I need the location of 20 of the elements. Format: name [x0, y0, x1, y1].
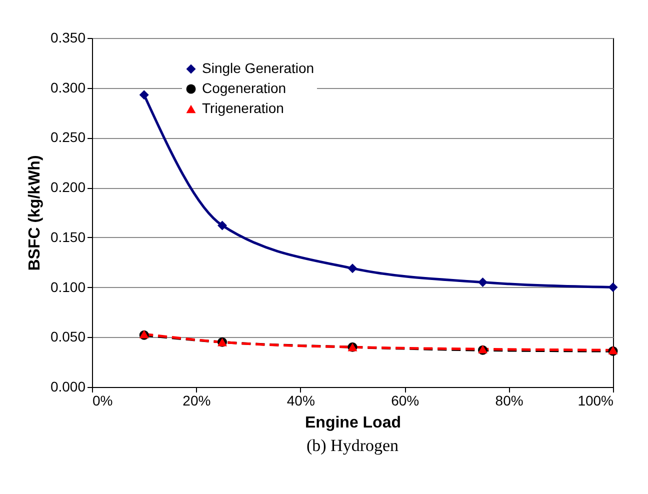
x-tick-label: 80% — [495, 392, 524, 408]
y-tick-label: 0.250 — [50, 129, 86, 146]
y-tick-label: 0.300 — [50, 79, 86, 96]
y-tick-label: 0.200 — [50, 179, 86, 196]
x-tick-label: 0% — [92, 392, 113, 408]
y-axis-title: BSFC (kg/kWh) — [26, 155, 44, 271]
legend-label: Trigeneration — [202, 100, 284, 116]
x-tick-label: 20% — [182, 392, 211, 408]
y-tick-label: 0.000 — [50, 378, 86, 394]
x-tick-label: 100% — [578, 392, 614, 408]
x-axis-title: Engine Load — [305, 414, 401, 432]
y-tick-label: 0.100 — [50, 278, 86, 295]
x-tick-label: 40% — [286, 392, 315, 408]
y-tick-label: 0.050 — [50, 328, 86, 345]
x-tick-label: 60% — [391, 392, 420, 408]
legend-label: Cogeneration — [202, 80, 286, 96]
legend-label: Single Generation — [202, 60, 314, 76]
y-tick-label: 0.350 — [50, 30, 86, 46]
text: (b) Hydrogen — [306, 436, 400, 455]
y-tick-label: 0.150 — [50, 228, 86, 245]
